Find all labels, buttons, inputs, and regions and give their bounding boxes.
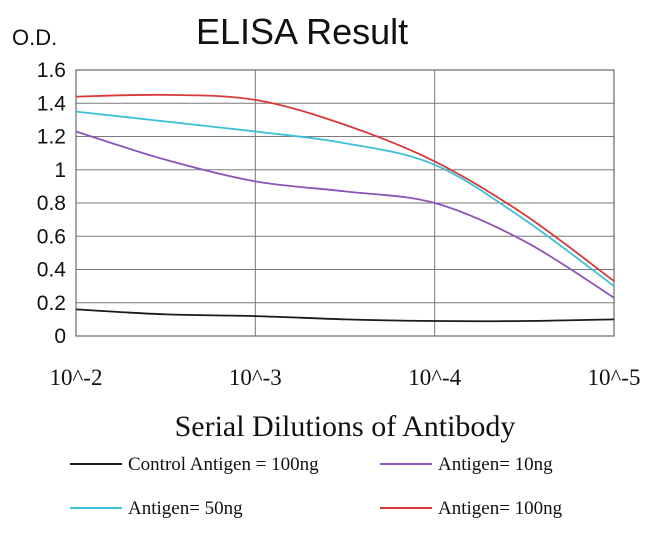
y-axis-label: O.D. — [12, 25, 57, 50]
x-tick-label: 10^-3 — [229, 365, 282, 390]
legend-label: Antigen= 50ng — [128, 498, 243, 519]
x-tick-label: 10^-4 — [408, 365, 461, 390]
x-tick-label: 10^-2 — [50, 365, 103, 390]
series-lines — [75, 93, 615, 323]
legend: Control Antigen = 100ng Antigen= 10ng Anti… — [70, 454, 563, 519]
series-line-2 — [75, 130, 615, 299]
x-tick-label: 10^-5 — [588, 365, 641, 390]
y-tick-label: 0.8 — [37, 192, 66, 215]
series-line-4 — [75, 93, 615, 282]
legend-label: Antigen= 10ng — [438, 454, 553, 475]
legend-label: Control Antigen = 100ng — [128, 454, 319, 475]
y-tick-label: 1.6 — [37, 59, 66, 82]
legend-label: Antigen= 100ng — [438, 498, 563, 519]
y-tick-label: 1.4 — [37, 92, 67, 115]
y-tick-label: 1.2 — [37, 126, 66, 149]
y-tick-label: 0.2 — [37, 292, 66, 315]
series-line-3 — [75, 110, 615, 287]
series-line-1 — [75, 308, 615, 323]
y-tick-label: 0 — [54, 325, 66, 348]
y-tick-labels: 0 0.2 0.4 0.6 0.8 1 1.2 1.4 1.6 — [37, 59, 67, 348]
chart-title: ELISA Result — [196, 11, 408, 52]
y-tick-label: 0.6 — [37, 225, 66, 248]
grid — [75, 69, 615, 337]
y-tick-label: 0.4 — [37, 259, 67, 282]
plot-frame — [75, 69, 615, 337]
x-tick-labels: 10^-2 10^-3 10^-4 10^-5 — [50, 365, 641, 390]
x-axis-label: Serial Dilutions of Antibody — [175, 410, 516, 443]
y-tick-label: 1 — [54, 159, 66, 182]
